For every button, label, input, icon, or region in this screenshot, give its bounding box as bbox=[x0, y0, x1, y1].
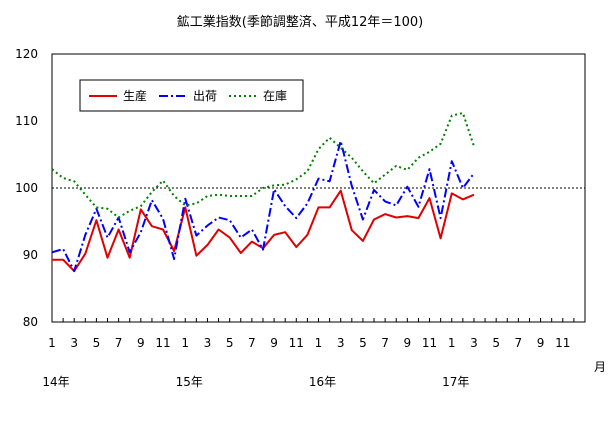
chart-title: 鉱工業指数(季節調整済、平成12年＝100) bbox=[177, 14, 424, 30]
year-label: 16年 bbox=[309, 375, 336, 389]
x-tick-label: 3 bbox=[204, 336, 212, 350]
x-tick-label: 7 bbox=[515, 336, 523, 350]
x-tick-label: 7 bbox=[248, 336, 256, 350]
legend-label-2: 在庫 bbox=[263, 89, 287, 103]
x-tick-label: 5 bbox=[359, 336, 367, 350]
x-tick-label: 5 bbox=[226, 336, 234, 350]
y-tick-label: 110 bbox=[15, 114, 38, 128]
x-tick-label: 11 bbox=[555, 336, 570, 350]
x-tick-label: 1 bbox=[448, 336, 456, 350]
x-tick-label: 9 bbox=[137, 336, 145, 350]
y-tick-label: 90 bbox=[23, 248, 38, 262]
year-label: 17年 bbox=[442, 375, 469, 389]
x-tick-label: 1 bbox=[181, 336, 189, 350]
y-tick-label: 80 bbox=[23, 315, 38, 329]
x-tick-label: 7 bbox=[381, 336, 389, 350]
year-labels: 14年 15年 16年 17年 bbox=[42, 375, 469, 389]
x-tick-label: 3 bbox=[337, 336, 345, 350]
x-tick-label: 11 bbox=[155, 336, 170, 350]
x-tick-label: 9 bbox=[537, 336, 545, 350]
year-label: 15年 bbox=[176, 375, 203, 389]
x-tick-label: 7 bbox=[115, 336, 123, 350]
x-tick-label: 11 bbox=[422, 336, 437, 350]
legend-box bbox=[79, 79, 304, 112]
legend-label-1: 出荷 bbox=[193, 89, 217, 103]
x-axis-unit-label: 月 bbox=[594, 360, 606, 374]
year-label: 14年 bbox=[42, 375, 69, 389]
series-line-0 bbox=[52, 189, 475, 273]
y-tick-label: 100 bbox=[15, 181, 38, 195]
x-tick-label: 9 bbox=[404, 336, 412, 350]
x-tick-label: 9 bbox=[270, 336, 278, 350]
legend: 生産 出荷 在庫 bbox=[79, 79, 304, 112]
x-tick-label: 1 bbox=[48, 336, 56, 350]
series-line-2 bbox=[51, 112, 475, 219]
x-tick-label: 3 bbox=[70, 336, 78, 350]
x-tick-label: 3 bbox=[470, 336, 478, 350]
series-line-1 bbox=[51, 140, 475, 273]
x-tick-label: 1 bbox=[315, 336, 323, 350]
x-tick-label: 5 bbox=[492, 336, 500, 350]
x-tick-label: 11 bbox=[289, 336, 304, 350]
legend-label-0: 生産 bbox=[123, 88, 147, 103]
legend-items: 生産 出荷 在庫 bbox=[89, 88, 287, 103]
x-axis-labels: 1 3 5 7 9 11 1 3 5 7 9 11 1 3 5 7 9 11 1 3 5 7 9 11 bbox=[48, 336, 570, 350]
y-tick-label: 120 bbox=[15, 47, 38, 61]
x-tick-label: 5 bbox=[93, 336, 101, 350]
y-axis-labels: 80 90 100 110 120 bbox=[15, 47, 38, 329]
series-lines bbox=[51, 112, 475, 273]
x-axis-ticks bbox=[51, 318, 586, 322]
